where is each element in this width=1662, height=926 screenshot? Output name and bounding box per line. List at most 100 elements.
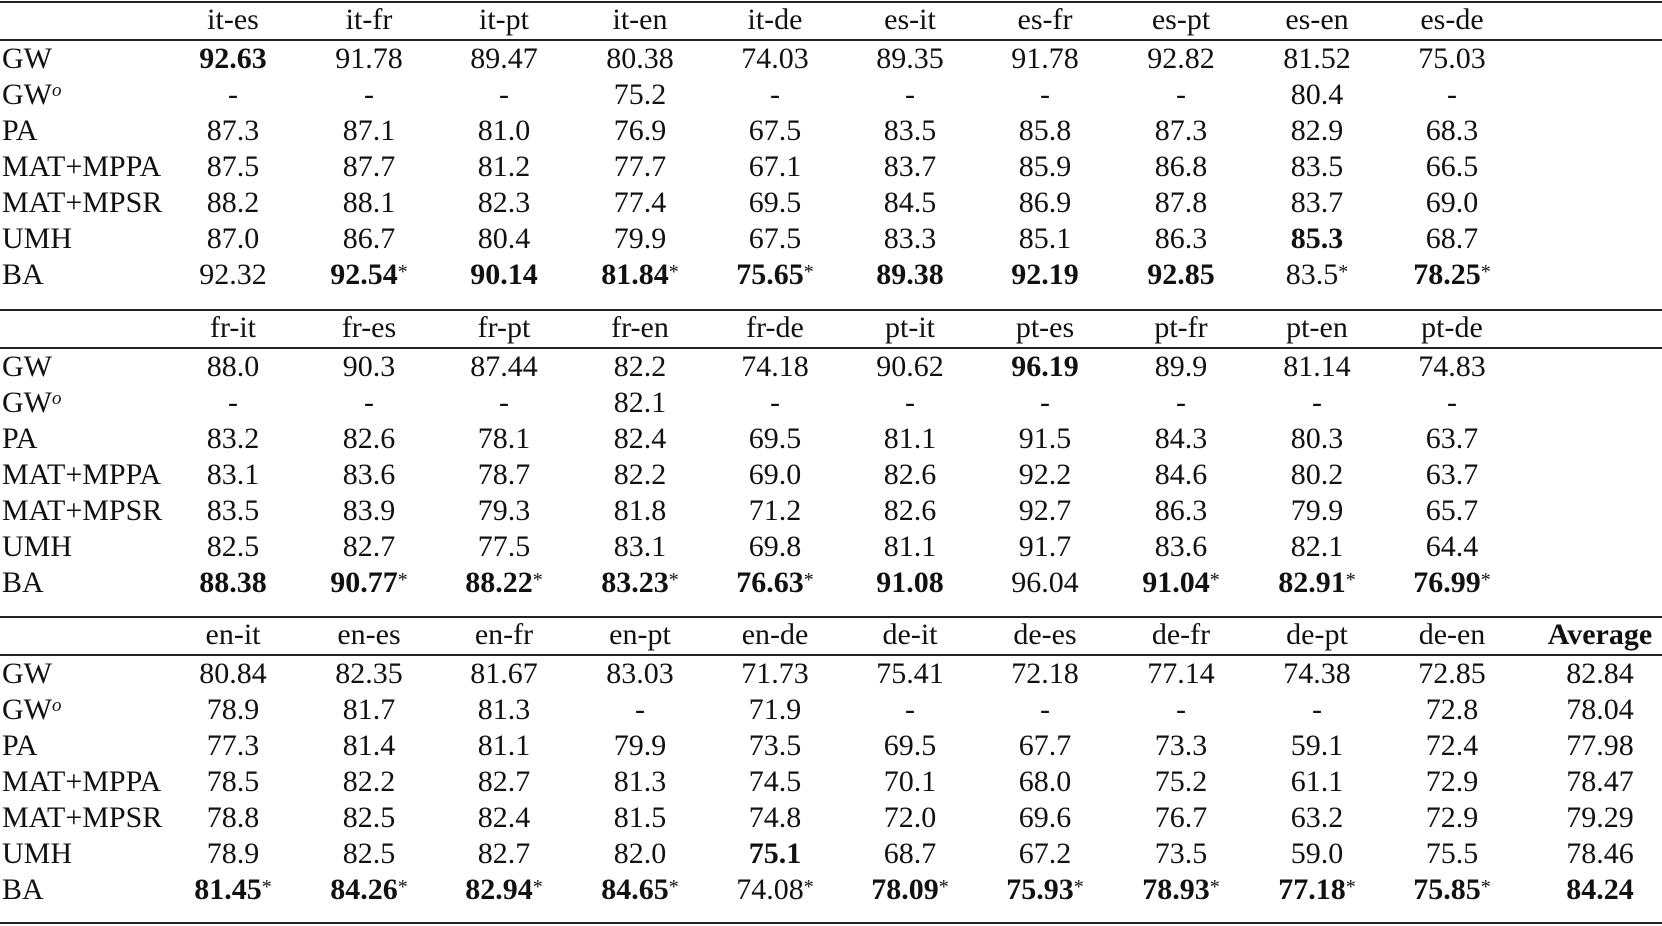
column-header: es-de (1420, 3, 1484, 36)
significance-star: * (803, 569, 814, 591)
cell-value: 92.19 (1011, 258, 1079, 291)
table-cell: 85.3 (1291, 220, 1344, 258)
cell-value: - (1447, 386, 1457, 419)
cell-value: 82.5 (206, 530, 260, 563)
method-label: MAT+MPPA (2, 456, 161, 494)
method-label: BA (2, 256, 44, 294)
bottom-rule (0, 922, 1662, 924)
cell-value: 81.3 (477, 693, 531, 726)
table-cell: 63.7 (1426, 420, 1479, 458)
column-header: fr-it (209, 311, 257, 344)
method-label: PA (2, 112, 38, 150)
table-cell: 73.3 (1155, 727, 1208, 765)
cell-value: 83.9 (342, 494, 396, 527)
cell-value: 75.41 (876, 657, 944, 690)
cell-value: - (364, 78, 374, 111)
cell-value: 75.5 (1425, 837, 1479, 870)
table-cell: 92.2 (1019, 456, 1072, 494)
method-name: GW (2, 350, 52, 383)
table-cell: 82.94* (465, 871, 543, 909)
table-cell: 78.93* (1142, 871, 1220, 909)
cell-value: - (499, 386, 509, 419)
table-cell: 92.82 (1147, 40, 1215, 78)
cell-value: 91.08 (876, 566, 944, 599)
method-label: PA (2, 420, 38, 458)
table-cell: 59.0 (1291, 835, 1344, 873)
table-cell: 78.5 (207, 763, 260, 801)
cell-value: 76.9 (613, 114, 667, 147)
column-header: pt-en (1286, 311, 1348, 344)
table-cell: 77.5 (478, 528, 531, 566)
cell-value: 92.63 (199, 42, 267, 75)
cell-value: - (1176, 386, 1186, 419)
table-cell: 83.1 (207, 456, 260, 494)
method-name: MAT+MPPA (2, 150, 162, 183)
table-cell: 69.8 (749, 528, 802, 566)
table-cell: 82.7 (478, 763, 531, 801)
table-cell: 82.2 (614, 348, 667, 386)
cell-value: 83.7 (1290, 186, 1344, 219)
cell-value: 87.44 (470, 350, 538, 383)
cell-value: 82.3 (477, 186, 531, 219)
method-superscript: o (51, 80, 62, 101)
cell-value: 88.38 (199, 566, 267, 599)
cell-value: 82.2 (613, 458, 667, 491)
table-cell: 92.32 (199, 256, 267, 294)
cell-value: 81.2 (477, 150, 531, 183)
table-cell: 69.5 (884, 727, 937, 765)
cell-value: 70.1 (883, 765, 937, 798)
method-name: MAT+MPPA (2, 458, 162, 491)
table-cell: 75.2 (614, 76, 667, 114)
table-cell: - (228, 384, 238, 422)
table-cell: 83.6 (1155, 528, 1208, 566)
cell-value: 82.91 (1278, 566, 1346, 599)
table-cell: 81.0 (478, 112, 531, 150)
table-cell: 80.3 (1291, 420, 1344, 458)
table-cell: 91.5 (1019, 420, 1072, 458)
significance-star: * (261, 876, 272, 898)
cell-value: 83.7 (883, 150, 937, 183)
cell-value: 71.9 (748, 693, 802, 726)
table-cell: 83.3 (884, 220, 937, 258)
column-header: it-de (747, 3, 803, 36)
table-cell: 75.2 (1155, 763, 1208, 801)
cell-value: 81.52 (1283, 42, 1351, 75)
table-cell: 82.7 (478, 835, 531, 873)
cell-value: 79.29 (1566, 801, 1634, 834)
cell-value: 88.2 (206, 186, 260, 219)
method-name: MAT+MPSR (2, 494, 163, 527)
method-name: UMH (2, 530, 73, 563)
table-cell: - (770, 76, 780, 114)
table-cell: 78.47 (1566, 763, 1634, 801)
cell-value: 82.1 (1290, 530, 1344, 563)
cell-value: 68.0 (1018, 765, 1072, 798)
cell-value: 91.04 (1142, 566, 1210, 599)
cell-value: 96.19 (1011, 350, 1079, 383)
table-cell: - (770, 384, 780, 422)
cell-value: 77.4 (613, 186, 667, 219)
cell-value: 84.65 (601, 873, 669, 906)
cell-value: 80.2 (1290, 458, 1344, 491)
cell-value: 78.9 (206, 693, 260, 726)
table-cell: 91.04* (1142, 564, 1220, 602)
table-cell: - (1176, 76, 1186, 114)
table-cell: 91.08 (876, 564, 944, 602)
cell-value: 81.3 (613, 765, 667, 798)
cell-value: 79.9 (613, 729, 667, 762)
cell-value: 78.7 (477, 458, 531, 491)
cell-value: 83.5 (1285, 258, 1339, 291)
cell-value: 82.6 (883, 458, 937, 491)
table-cell: 67.5 (749, 220, 802, 258)
table-cell: 81.3 (478, 691, 531, 729)
table-cell: 61.1 (1291, 763, 1344, 801)
cell-value: - (905, 78, 915, 111)
table-cell: 83.6 (343, 456, 396, 494)
cell-value: 85.1 (1018, 222, 1072, 255)
table-cell: 72.18 (1011, 655, 1079, 693)
cell-value: 59.1 (1290, 729, 1344, 762)
cell-value: 68.7 (1425, 222, 1479, 255)
cell-value: 81.7 (342, 693, 396, 726)
cell-value: 67.2 (1018, 837, 1072, 870)
table-cell: 80.2 (1291, 456, 1344, 494)
cell-value: 80.4 (1290, 78, 1344, 111)
